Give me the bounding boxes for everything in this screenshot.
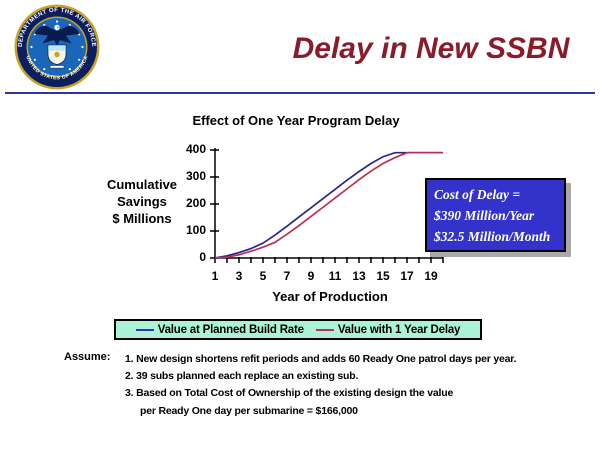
planned-line-swatch-icon [135,328,154,331]
page-title: Delay in New SSBN [292,32,570,65]
seal-shield-icon [47,44,67,69]
title-divider [5,92,595,94]
x-tick-label: 15 [376,269,390,283]
y-tick-label: 0 [199,250,206,264]
x-axis-label: Year of Production [272,289,388,304]
assumption-3: 3. Based on Total Cost of Ownership of t… [125,387,454,400]
legend-label-delay: Value with 1 Year Delay [337,323,461,336]
y-axis-label-line2: Savings [117,194,167,209]
legend-label-planned: Value at Planned Build Rate [157,323,304,336]
y-tick-label: 200 [185,196,206,210]
cost-of-delay-line1: Cost of Delay = [434,187,521,202]
seal-stars [30,20,84,71]
chart-legend: Value at Planned Build Rate Value with 1… [114,319,482,340]
x-tick-label: 7 [283,269,291,283]
x-tick-label: 11 [328,269,342,283]
x-tick-label: 19 [424,269,438,283]
y-tick-label: 400 [185,142,206,156]
x-tick-label: 5 [259,269,267,283]
assumption-1: 1. New design shortens refit periods and… [125,353,517,365]
assumptions-label: Assume: [64,351,111,363]
assumptions-list: 1. New design shortens refit periods and… [125,351,595,420]
y-tick-label: 300 [185,169,206,183]
cost-of-delay-box: Cost of Delay = $390 Million/Year $32.5 … [425,178,566,252]
cost-of-delay-line3: $32.5 Million/Month [434,229,551,244]
x-tick-label: 9 [307,269,315,283]
assumption-3-continued: per Ready One day per submarine = $166,0… [140,404,358,417]
y-tick-label: 100 [185,223,206,237]
seal-eagle-icon [34,24,80,46]
y-axis-label-line3: $ Millions [112,211,172,226]
x-tick-label: 17 [400,269,414,283]
assumption-2: 2. 39 subs planned each replace an exist… [125,370,359,383]
legend-item-delay: Value with 1 Year Delay [315,323,461,336]
x-tick-label: 1 [211,269,219,283]
x-tick-label: 3 [235,269,243,283]
legend-item-planned: Value at Planned Build Rate [135,323,304,336]
y-axis-label-line1: Cumulative [106,177,178,192]
line-chart-plot [210,148,444,263]
air-force-seal-icon: DEPARTMENT OF THE AIR FORCE UNITED STATE… [14,4,100,90]
delay-line-swatch-icon [315,328,334,331]
x-tick-label: 13 [352,269,366,283]
cost-of-delay-line2: $390 Million/Year [434,208,535,223]
y-axis-label: Cumulative Savings $ Millions [78,176,206,227]
chart-title: Effect of One Year Program Delay [192,113,400,128]
